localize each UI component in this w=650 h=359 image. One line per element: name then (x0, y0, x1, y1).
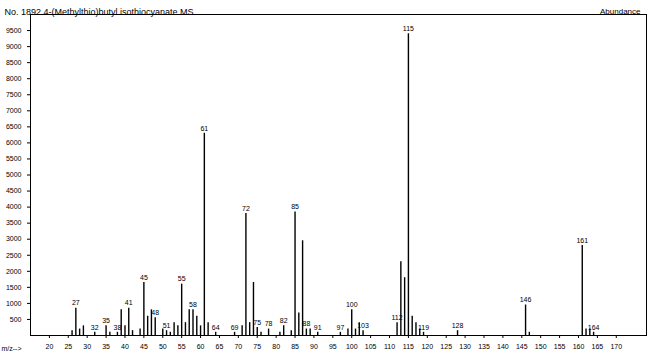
svg-text:128: 128 (452, 322, 464, 329)
svg-text:20: 20 (45, 343, 53, 350)
svg-text:9500: 9500 (6, 27, 22, 34)
svg-text:32: 32 (91, 324, 99, 331)
svg-text:88: 88 (302, 320, 310, 327)
svg-text:170: 170 (610, 343, 622, 350)
svg-text:7000: 7000 (6, 107, 22, 114)
svg-text:115: 115 (403, 25, 414, 32)
svg-text:165: 165 (592, 343, 604, 350)
svg-text:120: 120 (421, 343, 433, 350)
svg-text:25: 25 (64, 343, 72, 350)
svg-text:40: 40 (121, 343, 129, 350)
svg-text:Abundance: Abundance (600, 7, 641, 16)
svg-text:70: 70 (234, 343, 242, 350)
svg-text:85: 85 (291, 343, 299, 350)
svg-text:82: 82 (280, 317, 288, 324)
svg-text:61: 61 (200, 125, 208, 132)
svg-text:35: 35 (102, 343, 110, 350)
svg-text:160: 160 (573, 343, 585, 350)
svg-text:112: 112 (391, 314, 402, 321)
svg-text:115: 115 (403, 343, 414, 350)
svg-text:100: 100 (346, 343, 358, 350)
svg-text:5000: 5000 (6, 171, 22, 178)
svg-text:48: 48 (151, 309, 159, 316)
svg-text:103: 103 (357, 322, 369, 329)
svg-text:72: 72 (242, 205, 250, 212)
svg-text:97: 97 (336, 324, 344, 331)
svg-text:6000: 6000 (6, 139, 22, 146)
svg-text:35: 35 (102, 317, 110, 324)
svg-text:3500: 3500 (6, 219, 22, 226)
svg-text:51: 51 (163, 322, 171, 329)
svg-text:8000: 8000 (6, 75, 22, 82)
svg-text:100: 100 (346, 301, 358, 308)
svg-text:60: 60 (197, 343, 205, 350)
svg-text:41: 41 (125, 299, 133, 306)
svg-text:64: 64 (212, 324, 220, 331)
svg-text:5500: 5500 (6, 155, 22, 162)
svg-text:164: 164 (588, 324, 600, 331)
svg-text:145: 145 (516, 343, 528, 350)
svg-text:7500: 7500 (6, 91, 22, 98)
svg-text:1000: 1000 (6, 300, 22, 307)
svg-text:27: 27 (72, 299, 80, 306)
svg-text:161: 161 (576, 237, 588, 244)
svg-text:110: 110 (384, 343, 395, 350)
svg-text:150: 150 (535, 343, 547, 350)
svg-text:58: 58 (189, 301, 197, 308)
svg-text:85: 85 (291, 203, 299, 210)
svg-text:75: 75 (253, 343, 261, 350)
svg-text:95: 95 (329, 343, 337, 350)
svg-text:2000: 2000 (6, 268, 22, 275)
svg-text:3000: 3000 (6, 235, 22, 242)
svg-text:119: 119 (418, 324, 429, 331)
svg-text:65: 65 (216, 343, 224, 350)
svg-text:91: 91 (314, 324, 322, 331)
svg-text:38: 38 (114, 324, 122, 331)
svg-text:105: 105 (365, 343, 377, 350)
svg-text:135: 135 (478, 343, 490, 350)
svg-text:55: 55 (178, 343, 186, 350)
svg-text:80: 80 (272, 343, 280, 350)
svg-text:4500: 4500 (6, 187, 22, 194)
svg-text:500: 500 (10, 316, 22, 323)
svg-text:6500: 6500 (6, 123, 22, 130)
svg-text:45: 45 (140, 343, 148, 350)
svg-text:50: 50 (159, 343, 167, 350)
svg-text:125: 125 (440, 343, 452, 350)
svg-text:55: 55 (178, 275, 186, 282)
svg-text:No. 1892 4-(Methylthio)butyl i: No. 1892 4-(Methylthio)butyl isothiocyan… (5, 7, 194, 17)
svg-text:9000: 9000 (6, 43, 22, 50)
svg-text:140: 140 (497, 343, 509, 350)
svg-text:1500: 1500 (6, 284, 22, 291)
svg-text:75: 75 (253, 319, 261, 326)
svg-text:146: 146 (520, 296, 532, 303)
svg-text:90: 90 (310, 343, 318, 350)
svg-text:78: 78 (265, 320, 273, 327)
svg-text:4000: 4000 (6, 203, 22, 210)
svg-text:8500: 8500 (6, 59, 22, 66)
svg-text:2500: 2500 (6, 251, 22, 258)
svg-text:30: 30 (83, 343, 91, 350)
svg-text:45: 45 (140, 274, 148, 281)
svg-text:69: 69 (231, 324, 239, 331)
svg-text:m/z-->: m/z--> (2, 345, 22, 352)
svg-text:130: 130 (459, 343, 471, 350)
svg-text:155: 155 (554, 343, 566, 350)
